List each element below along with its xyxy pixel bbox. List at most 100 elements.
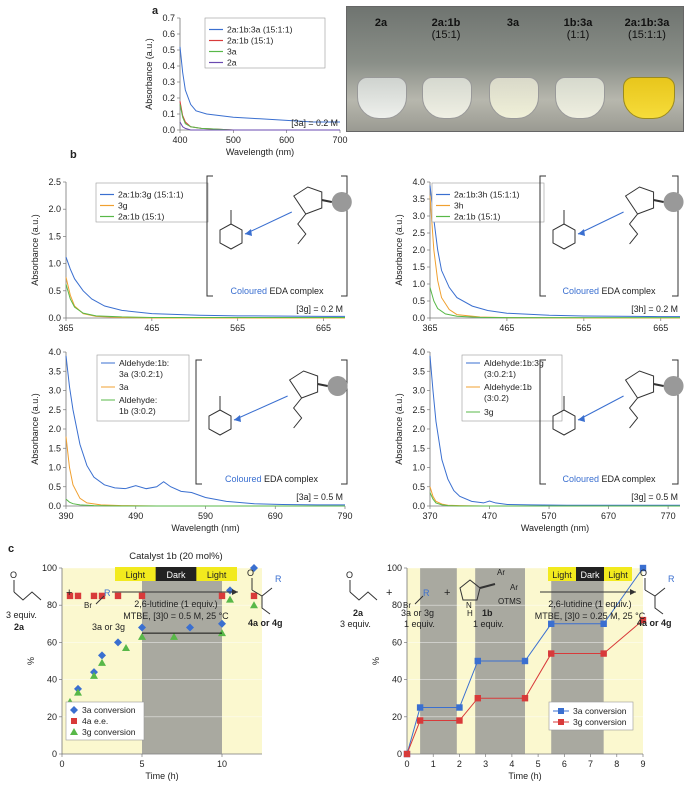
- y-tick-label: 2.0: [412, 424, 425, 434]
- x-tick-label: 2: [457, 759, 462, 769]
- concentration-annotation: [3a] = 0.5 M: [296, 492, 343, 502]
- y-tick-label: 2.0: [48, 204, 61, 214]
- y-tick-label: 2.0: [48, 424, 61, 434]
- data-point-1: [456, 704, 463, 711]
- product-skeleton: [251, 578, 273, 615]
- vial-label-1: 2a: [374, 17, 388, 29]
- pyrrolidine-ring: [293, 186, 323, 215]
- y-tick-label: 0.6: [162, 29, 175, 39]
- hydrogen-label: H: [467, 609, 473, 618]
- series-line-1: [65, 256, 345, 317]
- x-tick-label: 400: [172, 135, 187, 145]
- y-tick-label: 0.5: [162, 45, 175, 55]
- x-tick-label: 570: [542, 511, 557, 521]
- eda-caption: Coloured EDA complex: [562, 474, 656, 484]
- data-point-1: [600, 620, 607, 627]
- y-tick-label: 0.0: [412, 501, 425, 511]
- y-tick-label: 2.5: [48, 177, 61, 187]
- eda-complex-structure: Coloured EDA complex: [539, 175, 684, 297]
- y-axis-label: Absorbance (a.u.): [30, 393, 40, 465]
- eda-complex-word: EDA complex: [599, 474, 656, 484]
- charge-transfer-arrow: [577, 211, 624, 235]
- concentration-annotation: [3h] = 0.2 M: [631, 304, 678, 314]
- y-tick-label: 4.0: [48, 347, 61, 357]
- coloured-word: Coloured: [562, 474, 599, 484]
- bracket-right: [341, 359, 348, 485]
- y-tick-label: 40: [392, 675, 402, 685]
- y-tick-label: 0.4: [162, 61, 175, 71]
- r-group: R: [104, 588, 111, 598]
- data-point-1: [548, 620, 555, 627]
- x-tick-label: 565: [576, 323, 591, 333]
- legend-entry: 3g: [484, 407, 494, 417]
- y-tick-label: 1.5: [48, 443, 61, 453]
- x-tick-label: 390: [58, 511, 73, 521]
- reagent-label: 3a or 3g: [401, 608, 434, 618]
- legend-box: [461, 354, 563, 422]
- dark-segment: [155, 567, 197, 581]
- legend-entry: 2a:1b:3a (15:1:1): [227, 25, 293, 35]
- x-tick-label: 10: [217, 759, 227, 769]
- product-label: 4a or 4g: [248, 618, 283, 628]
- x-tick-label: 670: [601, 511, 616, 521]
- legend-entry: 2a: [227, 58, 237, 68]
- reagent-label: 3a or 3g: [92, 622, 125, 632]
- legend-entry: 3h: [454, 201, 464, 211]
- plus-sign: +: [444, 587, 450, 599]
- vial-3: [489, 77, 539, 119]
- eda-complex-word: EDA complex: [267, 286, 324, 296]
- dark-label: Dark: [166, 570, 186, 580]
- y-tick-label: 0.3: [162, 77, 175, 87]
- y-tick-label: 1.0: [412, 279, 425, 289]
- y-tick-label: 0.1: [162, 109, 175, 119]
- legend-box: [431, 182, 545, 223]
- product-label: 4a or 4g: [637, 618, 672, 628]
- bromo-label: Br: [84, 601, 92, 610]
- data-point-2: [74, 592, 82, 600]
- data-point-3: [226, 595, 234, 603]
- x-axis-label: Wavelength (nm): [521, 523, 589, 533]
- chart-a: 0.0 0.1 0.2 0.3 0.4 0.5 0.6 0.7 400 500 600 700 Wave…: [144, 13, 348, 157]
- x-tick-label: 690: [268, 511, 283, 521]
- y-tick-label: 100: [42, 563, 57, 573]
- eda-complex-structure: Coloured EDA complex: [539, 359, 684, 485]
- dienamine-chain: [628, 213, 639, 245]
- y-axis-label: Absorbance (a.u.): [394, 214, 404, 286]
- x-tick-label: 590: [198, 511, 213, 521]
- x-tick-label: 6: [562, 759, 567, 769]
- data-point-2: [600, 650, 607, 657]
- conditions-1: 2,6-lutidine (1 equiv.): [134, 599, 217, 609]
- coloured-word: Coloured: [225, 474, 262, 484]
- bond: [653, 383, 664, 387]
- x-tick-label: 3: [483, 759, 488, 769]
- series-line-1: [179, 46, 340, 123]
- y-axis-label: Absorbance (a.u.): [30, 214, 40, 286]
- x-tick-label: 4: [509, 759, 514, 769]
- bond: [479, 583, 496, 589]
- y-tick-label: 60: [47, 637, 57, 647]
- concentration-annotation: [3g] = 0.2 M: [296, 304, 343, 314]
- x-tick-label: 0: [404, 759, 409, 769]
- data-point-2: [98, 592, 106, 600]
- vial-label-5: 2a:1b:3a (15:1:1): [624, 17, 670, 41]
- eda-complex-word: EDA complex: [599, 286, 656, 296]
- reaction-arrowhead: [630, 589, 636, 595]
- y-tick-label: 80: [392, 600, 402, 610]
- y-tick-label: 1.0: [48, 259, 61, 269]
- legend-entry: 2a:1b:3h (15:1:1): [454, 190, 520, 200]
- bracket-left: [206, 175, 213, 297]
- y-tick-label: 0.0: [48, 313, 61, 323]
- data-point-1: [474, 657, 481, 665]
- dark-segment: [576, 567, 604, 581]
- oxygen-label: O: [247, 568, 254, 578]
- bond: [95, 595, 105, 605]
- aldehyde-equiv: 3 equiv.: [340, 619, 371, 629]
- series-line-3: [429, 287, 680, 319]
- data-point-2: [639, 616, 647, 624]
- y-tick-label: 4.0: [412, 347, 425, 357]
- data-point-1: [250, 564, 258, 572]
- chart-b2: 0.0 0.5 1.0 1.5 2.0 2.5 3.0 3.5 4.0 365 465 565 665 A…: [394, 177, 680, 333]
- y-tick-label: 0.5: [412, 482, 425, 492]
- series-line-2: [406, 619, 644, 755]
- bracket-right: [341, 175, 348, 297]
